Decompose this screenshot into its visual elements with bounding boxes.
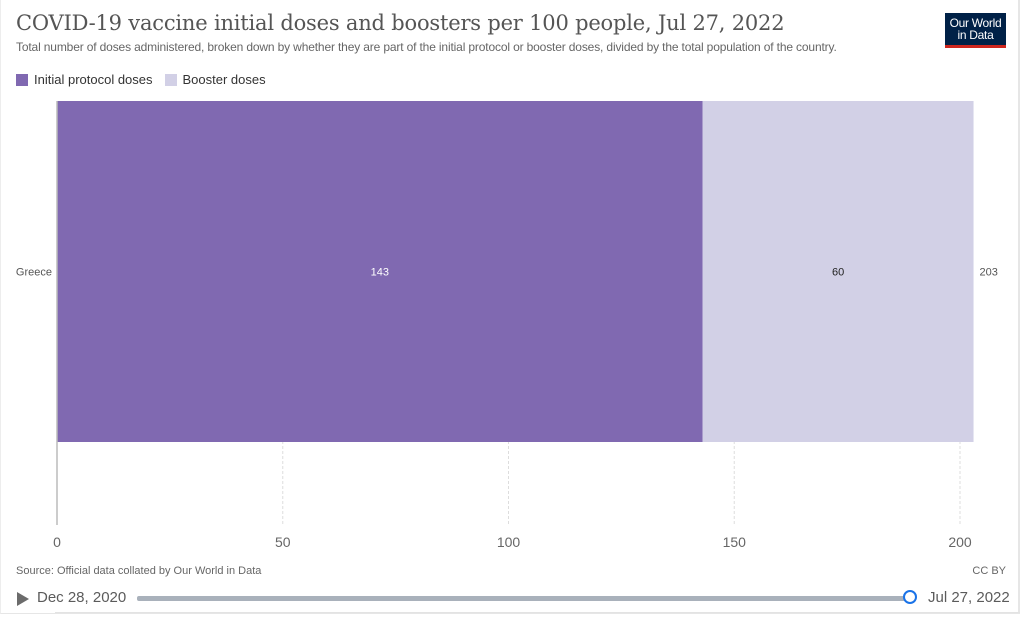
bottom-divider — [55, 612, 1020, 617]
bar-value-label-initial: 143 — [371, 267, 389, 279]
category-label-greece: Greece — [16, 267, 52, 279]
play-icon[interactable] — [17, 592, 29, 606]
timeline-slider-track[interactable] — [137, 596, 912, 601]
bar-greece-booster[interactable] — [702, 101, 974, 442]
chart-subtitle: Total number of doses administered, brok… — [16, 40, 837, 54]
bar-total-label: 203 — [980, 267, 998, 279]
logo-line-1: Our World — [949, 16, 1002, 30]
chart-title: COVID-19 vaccine initial doses and boost… — [16, 11, 785, 35]
legend-swatch-initial — [16, 73, 28, 86]
bar-chart: 143 60 203 Greece 0 50 100 150 200 — [16, 101, 998, 550]
legend-item-booster[interactable]: Booster doses — [164, 72, 266, 87]
x-tick-label-150: 150 — [723, 534, 747, 550]
legend: Initial protocol doses Booster doses — [16, 72, 278, 87]
legend-label-initial: Initial protocol doses — [34, 72, 153, 87]
license-label[interactable]: CC BY — [972, 565, 1006, 577]
timeline-end-date[interactable]: Jul 27, 2022 — [928, 589, 1010, 606]
logo-line-2: in Data — [957, 28, 994, 42]
owid-logo[interactable]: Our World in Data — [945, 13, 1006, 48]
x-tick-label-0: 0 — [53, 534, 61, 550]
legend-swatch-booster — [164, 73, 177, 86]
timeline-start-date[interactable]: Dec 28, 2020 — [37, 589, 127, 606]
timeline-slider-handle[interactable] — [903, 590, 917, 604]
source-note: Source: Official data collated by Our Wo… — [16, 565, 262, 577]
legend-item-initial[interactable]: Initial protocol doses — [16, 72, 153, 87]
bar-greece-initial[interactable] — [57, 101, 703, 442]
legend-label-booster: Booster doses — [182, 72, 266, 87]
x-tick-label-200: 200 — [948, 534, 972, 550]
x-tick-label-100: 100 — [497, 534, 521, 550]
timeline: Dec 28, 2020 Jul 27, 2022 — [0, 586, 1020, 610]
x-tick-label-50: 50 — [275, 534, 291, 550]
bar-value-label-booster: 60 — [832, 267, 844, 279]
